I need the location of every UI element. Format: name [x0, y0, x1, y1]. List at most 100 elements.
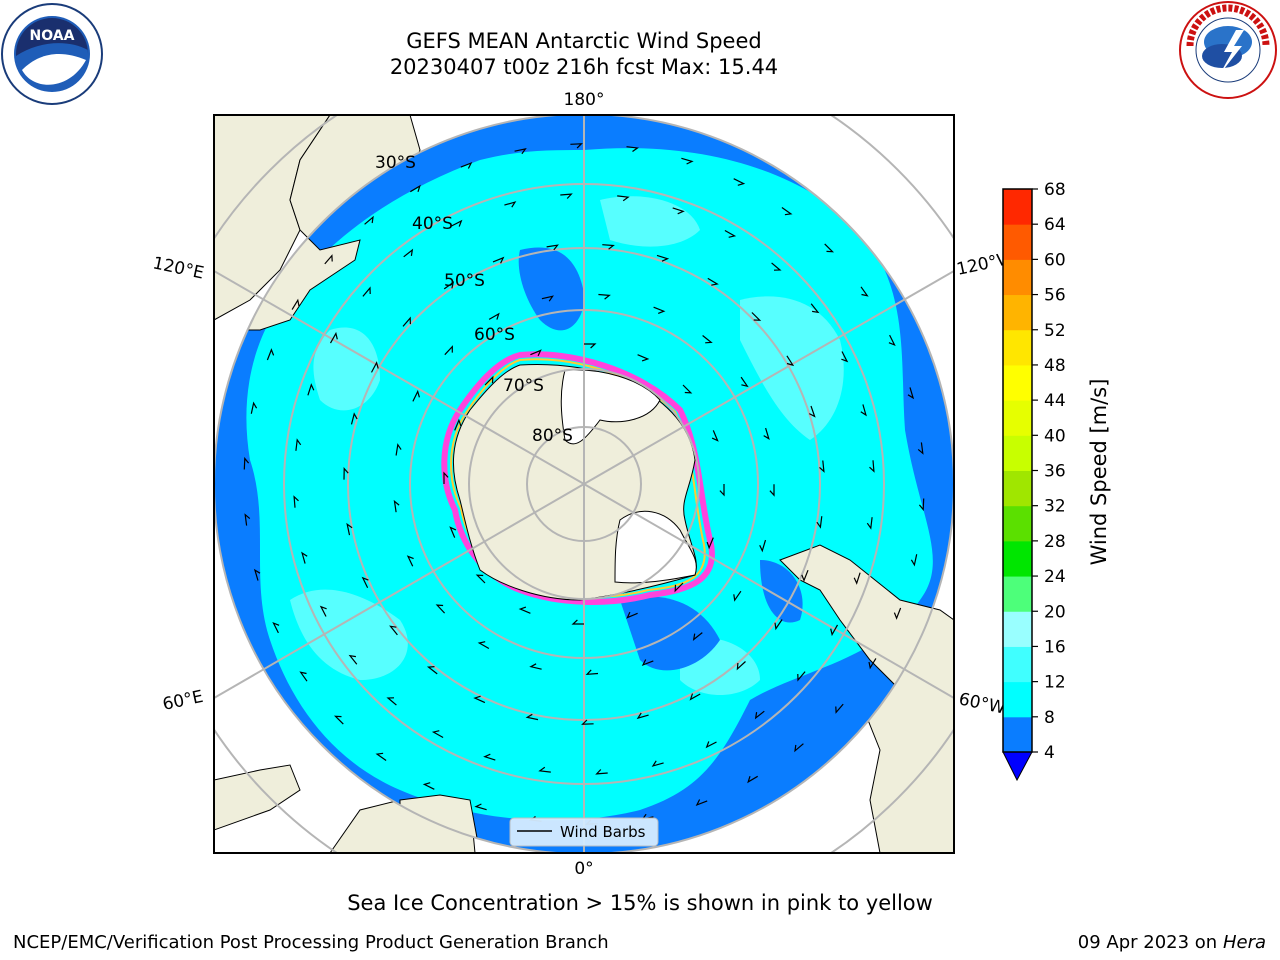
wind-barb	[736, 661, 746, 671]
wind-barb	[329, 331, 338, 344]
colorbar-segment	[1003, 435, 1032, 471]
colorbar-segment	[1003, 364, 1032, 401]
wind-barb	[584, 343, 597, 349]
wind-barb	[860, 404, 867, 417]
wind-barb	[488, 312, 500, 320]
wind-barb	[451, 219, 463, 227]
ice-shelf-weddell	[614, 510, 697, 584]
wind-barb	[626, 146, 640, 152]
wind-barb	[733, 178, 746, 186]
wind-barb	[514, 147, 527, 155]
wind-barb	[626, 611, 638, 619]
wind-barb	[707, 277, 719, 286]
meridian-label-180: 180°	[564, 90, 605, 110]
wind-barb	[617, 195, 630, 202]
wind-barb	[253, 568, 261, 581]
wind-barb	[272, 621, 280, 634]
wind-barb	[343, 467, 349, 480]
wind-barb	[422, 782, 435, 790]
wind-barb	[361, 576, 369, 589]
nws-logo	[1179, 1, 1277, 99]
wind-barb	[853, 572, 861, 585]
colorbar-tick-label: 56	[1044, 286, 1066, 306]
wind-barb	[244, 513, 251, 526]
colorbar-segment	[1003, 646, 1032, 683]
colorbar-tick-label: 52	[1044, 321, 1066, 341]
footer-host: Hera	[1222, 932, 1266, 953]
wind-barb	[348, 654, 358, 665]
wind-barb	[824, 243, 835, 253]
footer-date: 09 Apr 2023 on Hera	[1078, 932, 1266, 953]
colorbar-segment	[1003, 259, 1032, 296]
wind-barb	[866, 517, 873, 530]
wind-barb	[299, 671, 308, 682]
footer-branch: NCEP/EMC/Verification Post Processing Pr…	[13, 932, 609, 953]
colorbar-segment	[1003, 189, 1032, 225]
lat-label-40: 40°S	[412, 214, 453, 234]
colorbar-tick-label: 24	[1044, 567, 1066, 587]
colorbar-tick-label: 36	[1044, 462, 1066, 482]
legend: Wind Barbs	[509, 817, 659, 847]
wind-barb	[295, 438, 302, 451]
wind-barb	[477, 641, 490, 650]
wind-barb	[801, 569, 809, 583]
wind-barb	[350, 412, 358, 425]
colorbar-label: Wind Speed [m/s]	[1087, 379, 1111, 566]
wind-barb	[705, 741, 717, 749]
wind-barb	[771, 262, 782, 271]
wind-barb	[706, 537, 714, 550]
wind-barb	[595, 769, 608, 775]
wind-barb	[809, 405, 816, 418]
wind-barb	[483, 753, 496, 761]
wind-barb	[819, 460, 825, 473]
colorbar-segment	[1003, 224, 1032, 260]
wind-barb	[754, 710, 765, 720]
colorbar-segment	[1003, 329, 1032, 366]
latitude-labels: 30°S 40°S 50°S 60°S 70°S 80°S	[375, 153, 573, 446]
wind-barb	[346, 522, 353, 536]
wind-barb	[636, 712, 649, 720]
colorbar-segment	[1003, 576, 1032, 612]
wind-barb	[917, 442, 924, 455]
wind-barb	[781, 207, 793, 216]
wind-barbs	[243, 143, 925, 825]
wind-barb	[538, 766, 551, 773]
wind-barb	[402, 316, 411, 327]
wind-barb	[301, 551, 308, 564]
lat-label-60: 60°S	[474, 325, 515, 345]
wind-barb	[364, 215, 374, 225]
meridian-lines	[214, 115, 954, 853]
wind-barb	[681, 157, 694, 165]
wind-barb	[375, 752, 387, 761]
wind-barb	[319, 605, 327, 617]
colorbar-extend-arrow	[1002, 751, 1033, 782]
meridian-label-0: 0°	[574, 859, 593, 879]
wind-barb	[386, 697, 397, 706]
wind-barb	[570, 143, 583, 149]
wind-barb	[759, 539, 767, 553]
colorbar-tick-label: 28	[1044, 532, 1066, 552]
wind-barb	[786, 355, 795, 367]
lat-label-30: 30°S	[375, 153, 416, 173]
wind-barb	[689, 693, 701, 701]
lat-label-80: 80°S	[532, 426, 573, 446]
colorbar-segment	[1003, 470, 1032, 507]
wind-barb	[492, 256, 505, 264]
wind-barb	[656, 254, 670, 262]
wind-barb	[763, 427, 770, 441]
wind-barb	[672, 207, 685, 215]
wind-barb	[641, 659, 654, 667]
lat-label-70: 70°S	[503, 376, 544, 396]
wind-barb	[797, 671, 806, 682]
wind-barb	[307, 383, 315, 396]
legend-label: Wind Barbs	[560, 823, 646, 841]
wind-barb	[403, 248, 414, 258]
noaa-logo: NOAA	[1, 3, 103, 105]
wind-barb	[412, 389, 420, 402]
wind-barb	[733, 590, 742, 602]
wind-barb	[682, 384, 693, 394]
colorbar-tick-label: 32	[1044, 497, 1066, 517]
colorbar-tick-label: 8	[1044, 708, 1055, 728]
wind-barb	[585, 669, 599, 676]
